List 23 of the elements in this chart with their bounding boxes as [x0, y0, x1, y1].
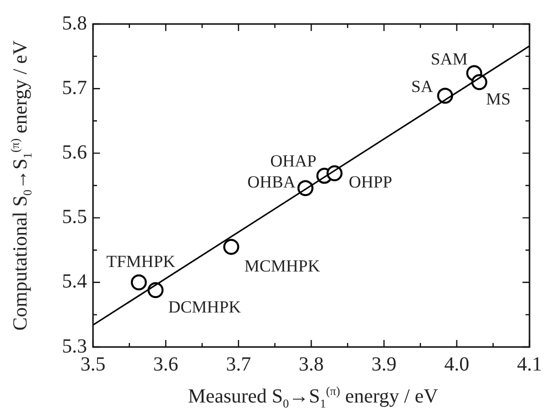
x-axis-title: Measured S$_{0}$→S$_{1}$$^{(π)}$ energy / eV: [186, 384, 440, 412]
annotation: TFMHPK: [106, 252, 176, 271]
x-tick-label: 3.6: [153, 353, 178, 376]
x-tick-label: 3.7: [226, 353, 251, 376]
y-tick-label: 5.6: [62, 141, 87, 164]
annotation: DCMHPK: [168, 298, 242, 317]
y-tick-label: 5.8: [62, 12, 87, 34]
point: [130, 274, 147, 290]
x-tick-label: 4.1: [517, 353, 542, 376]
y-tick-label: 5.5: [62, 206, 87, 228]
annotation: OHPP: [348, 172, 392, 192]
x-tick-label: 4.0: [444, 353, 470, 376]
annotation: SA: [411, 77, 434, 96]
point: [223, 238, 240, 255]
y-tick-label: 5.7: [62, 76, 87, 99]
annotation: OHAP: [270, 151, 316, 170]
y-tick-label: 5.4: [62, 270, 87, 293]
annotation: SAM: [430, 50, 468, 69]
annotation: MS: [486, 90, 511, 109]
x-tick-label: 3.9: [372, 353, 396, 376]
annotation: MCMHPK: [244, 256, 321, 276]
annotation: OHBA: [247, 172, 296, 192]
x-tick-label: 3.8: [298, 353, 324, 376]
